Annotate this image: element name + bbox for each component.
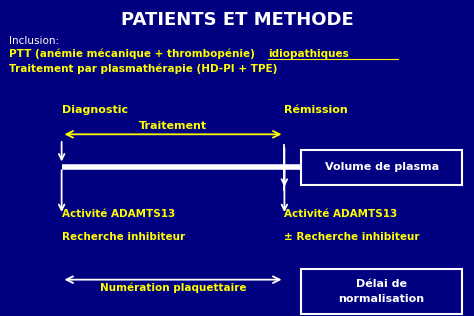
Text: normalisation: normalisation xyxy=(338,295,425,304)
Text: Recherche inhibiteur: Recherche inhibiteur xyxy=(62,232,185,242)
Text: Inclusion:: Inclusion: xyxy=(9,36,60,46)
Text: Traitement: Traitement xyxy=(139,121,207,131)
Text: Activité ADAMTS13: Activité ADAMTS13 xyxy=(62,209,175,219)
Text: ± Recherche inhibiteur: ± Recherche inhibiteur xyxy=(284,232,420,242)
Text: Numération plaquettaire: Numération plaquettaire xyxy=(100,283,246,293)
Text: Traitement par plasmathérapie (HD-PI + TPE): Traitement par plasmathérapie (HD-PI + T… xyxy=(9,63,278,74)
Text: Activité ADAMTS13: Activité ADAMTS13 xyxy=(284,209,398,219)
Text: PATIENTS ET METHODE: PATIENTS ET METHODE xyxy=(120,11,354,29)
Text: Volume de plasma: Volume de plasma xyxy=(325,162,438,173)
Text: Diagnostic: Diagnostic xyxy=(62,105,128,115)
Text: Rémission: Rémission xyxy=(284,105,348,115)
FancyBboxPatch shape xyxy=(301,269,462,314)
Text: Délai de: Délai de xyxy=(356,279,407,289)
Text: PTT (anémie mécanique + thrombopénie): PTT (anémie mécanique + thrombopénie) xyxy=(9,49,259,59)
Text: idiopathiques: idiopathiques xyxy=(268,49,348,59)
FancyBboxPatch shape xyxy=(301,150,462,185)
